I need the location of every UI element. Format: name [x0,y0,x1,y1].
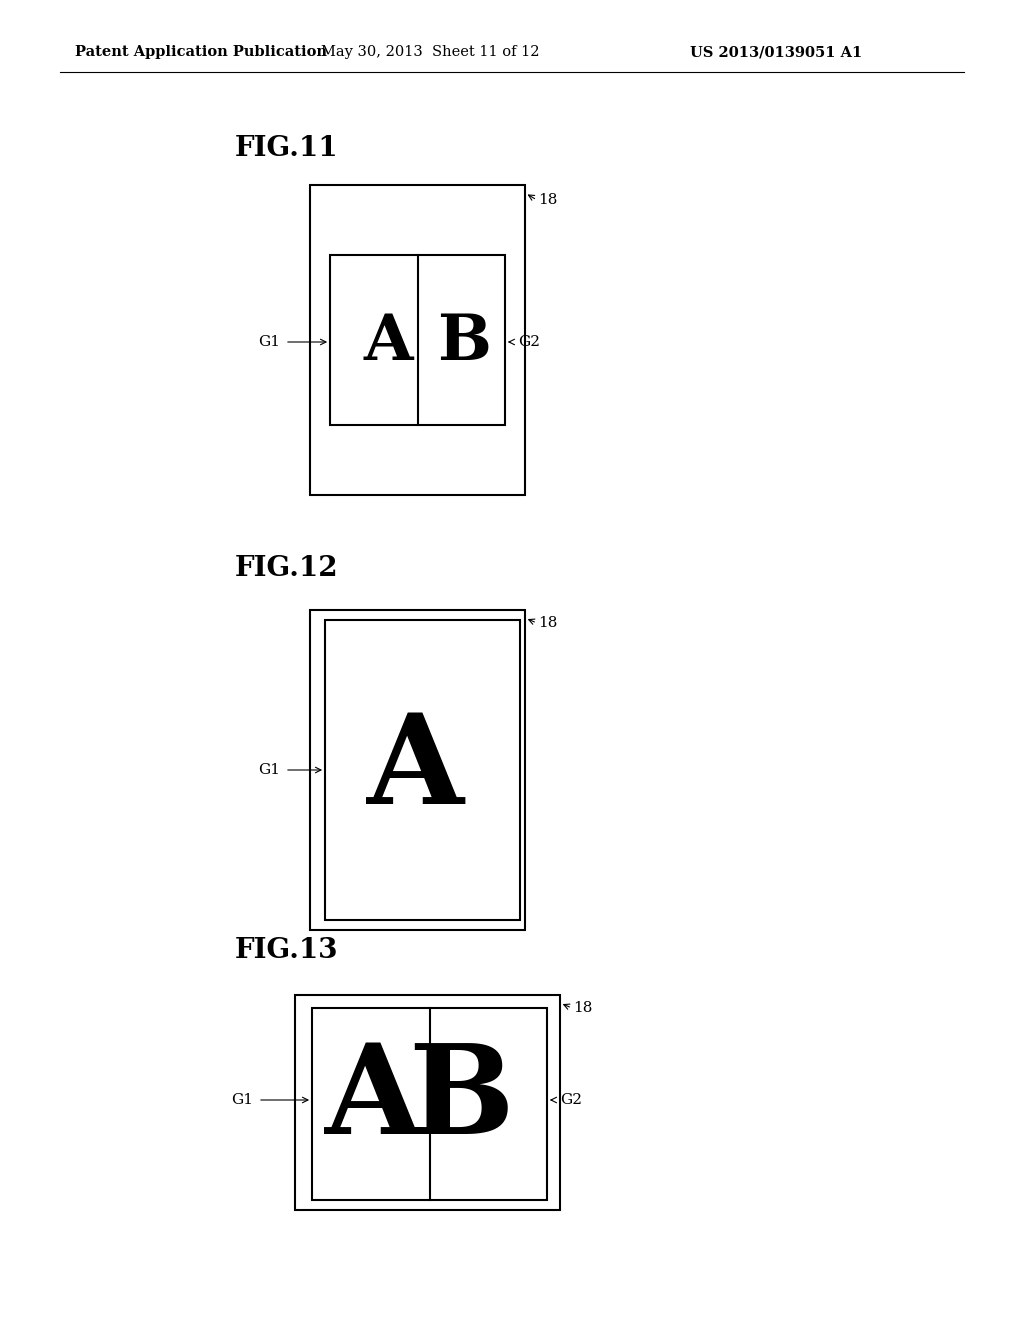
Text: US 2013/0139051 A1: US 2013/0139051 A1 [690,45,862,59]
Text: FIG.13: FIG.13 [234,936,339,964]
Text: G1: G1 [258,763,280,777]
Text: A: A [364,312,413,372]
Text: 18: 18 [538,616,557,630]
Text: FIG.11: FIG.11 [234,135,339,161]
Bar [310,610,525,931]
Text: G1: G1 [231,1093,253,1107]
Bar [312,1008,547,1200]
Text: A: A [325,1040,422,1160]
Text: Patent Application Publication: Patent Application Publication [75,45,327,59]
Text: 18: 18 [538,193,557,207]
Text: G1: G1 [258,335,280,348]
Text: FIG.12: FIG.12 [234,554,339,582]
Bar [325,620,520,920]
Bar [310,185,525,495]
Text: 18: 18 [573,1001,592,1015]
Text: G2: G2 [518,335,540,348]
Text: B: B [409,1040,514,1160]
Text: May 30, 2013  Sheet 11 of 12: May 30, 2013 Sheet 11 of 12 [321,45,540,59]
Text: B: B [437,312,490,372]
Bar [295,995,560,1210]
Text: G2: G2 [560,1093,582,1107]
Text: A: A [367,710,464,830]
Bar [330,255,505,425]
